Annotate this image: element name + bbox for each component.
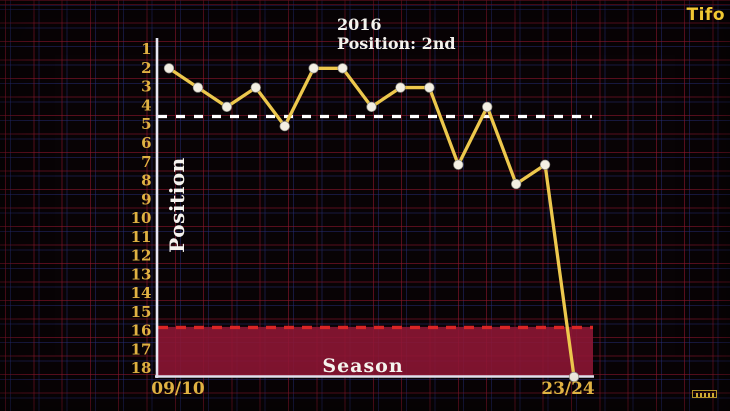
data-point-marker	[395, 82, 406, 93]
x-tick-label-last: 23/24	[541, 379, 595, 399]
data-point-marker	[250, 82, 261, 93]
y-tick-label: 5	[141, 115, 151, 133]
y-tick-label: 7	[141, 153, 151, 171]
data-point-marker	[453, 159, 464, 170]
y-tick-label: 10	[131, 209, 152, 227]
y-tick-label: 12	[131, 247, 152, 265]
annotation-2016: 2016 Position: 2nd	[337, 15, 456, 53]
data-point-marker	[279, 121, 290, 132]
data-point-marker	[308, 63, 319, 74]
y-tick-label: 4	[141, 96, 151, 114]
y-tick-label: 3	[141, 78, 151, 96]
y-tick-label: 16	[131, 322, 152, 340]
data-point-marker	[163, 63, 175, 74]
relegation-zone-band	[158, 326, 593, 377]
annotation-year: 2016	[337, 15, 382, 34]
watermark-badge	[692, 390, 717, 398]
y-tick-label: 8	[141, 172, 151, 190]
y-tick-label: 15	[131, 303, 152, 321]
axis-label-season: Season	[322, 355, 404, 377]
y-tick-label: 1	[141, 40, 151, 58]
y-tick-label: 14	[131, 284, 152, 302]
data-point-marker	[511, 178, 522, 190]
y-tick-label: 11	[131, 228, 152, 246]
data-point-marker	[539, 159, 551, 170]
y-tick-label: 17	[131, 340, 152, 358]
data-point-marker	[221, 101, 233, 113]
data-point-marker	[366, 101, 377, 113]
data-point-marker	[482, 101, 493, 113]
y-tick-label: 9	[141, 190, 151, 208]
y-tick-label: 2	[141, 59, 151, 77]
data-point-marker	[192, 82, 204, 93]
y-tick-label: 6	[141, 134, 151, 152]
tifo-logo: Tifo	[686, 5, 725, 25]
y-tick-label: 18	[131, 359, 152, 377]
axis-label-position: Position	[165, 157, 189, 253]
data-point-marker	[337, 63, 348, 74]
data-point-marker	[568, 371, 580, 383]
x-tick-label-first: 09/10	[151, 379, 205, 399]
annotation-position: Position: 2nd	[337, 34, 456, 53]
data-point-marker	[424, 82, 435, 93]
y-tick-label: 13	[131, 265, 152, 283]
